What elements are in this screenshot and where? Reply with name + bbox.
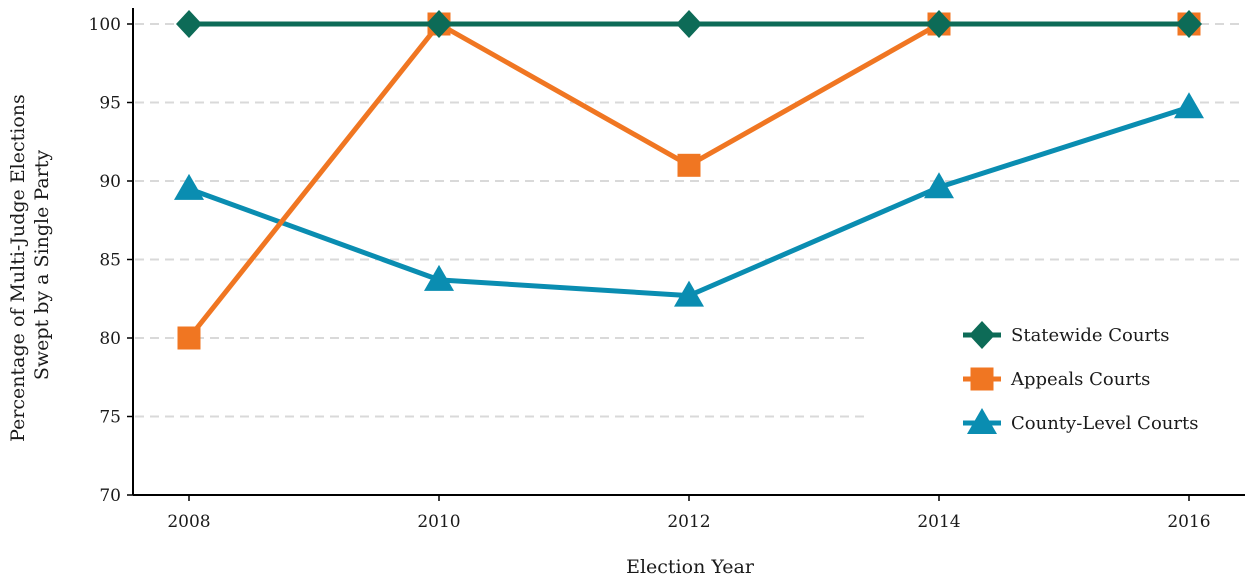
series-county-level-courts (174, 92, 1204, 307)
y-tick-label-85: 85 (99, 251, 121, 271)
y-tick-labels: 70 75 80 85 90 95 100 (89, 15, 133, 506)
y-axis-title: Percentage of Multi-Judge Elections Swep… (7, 88, 53, 442)
legend-item-county-level-courts: County-Level Courts (963, 408, 1198, 434)
x-tick-label-2012: 2012 (667, 512, 710, 532)
legend: Statewide Courts Appeals Courts County-Lev… (963, 321, 1198, 434)
y-tick-label-70: 70 (99, 486, 121, 506)
point-statewide-courts-2010 (426, 10, 452, 38)
legend-marker-appeals-courts (970, 367, 994, 391)
x-tick-label-2008: 2008 (167, 512, 210, 532)
point-county-level-courts-2010 (424, 264, 454, 291)
legend-label-statewide-courts: Statewide Courts (1011, 325, 1170, 346)
point-statewide-courts-2012 (676, 10, 702, 38)
legend-label-county-level-courts: County-Level Courts (1011, 413, 1198, 434)
y-tick-label-75: 75 (99, 408, 121, 428)
x-tick-label-2016: 2016 (1167, 512, 1210, 532)
legend-label-appeals-courts: Appeals Courts (1010, 369, 1150, 390)
y-tick-label-90: 90 (99, 172, 121, 192)
series-layer (174, 10, 1204, 350)
point-county-level-courts-2016 (1174, 92, 1204, 119)
point-county-level-courts-2014 (924, 172, 954, 199)
x-tick-label-2014: 2014 (917, 512, 960, 532)
y-axis-title-line-1: Percentage of Multi-Judge Elections (7, 94, 29, 442)
y-tick-label-95: 95 (99, 94, 121, 114)
legend-item-appeals-courts: Appeals Courts (963, 367, 1150, 391)
x-tick-labels: 2008 2010 2012 2014 2016 (167, 495, 1211, 532)
point-statewide-courts-2016 (1176, 10, 1202, 38)
x-tick-label-2010: 2010 (417, 512, 460, 532)
legend-marker-statewide-courts (969, 321, 995, 349)
point-statewide-courts-2014 (926, 10, 952, 38)
y-axis-title-line-2: Swept by a Single Party (31, 150, 53, 380)
point-appeals-courts-2008 (177, 326, 201, 350)
legend-item-statewide-courts: Statewide Courts (963, 321, 1170, 349)
legend-marker-county-level-courts (967, 408, 997, 434)
y-tick-label-80: 80 (99, 329, 121, 349)
point-county-level-courts-2012 (674, 280, 704, 307)
point-county-level-courts-2008 (174, 173, 204, 200)
series-line-county-level-courts (188, 104, 1190, 299)
y-tick-label-100: 100 (89, 15, 121, 35)
point-statewide-courts-2008 (176, 10, 202, 38)
x-axis-title: Election Year (626, 556, 755, 577)
point-appeals-courts-2012 (677, 153, 701, 177)
series-statewide-courts (176, 10, 1202, 38)
grid-lines (135, 23, 1245, 418)
